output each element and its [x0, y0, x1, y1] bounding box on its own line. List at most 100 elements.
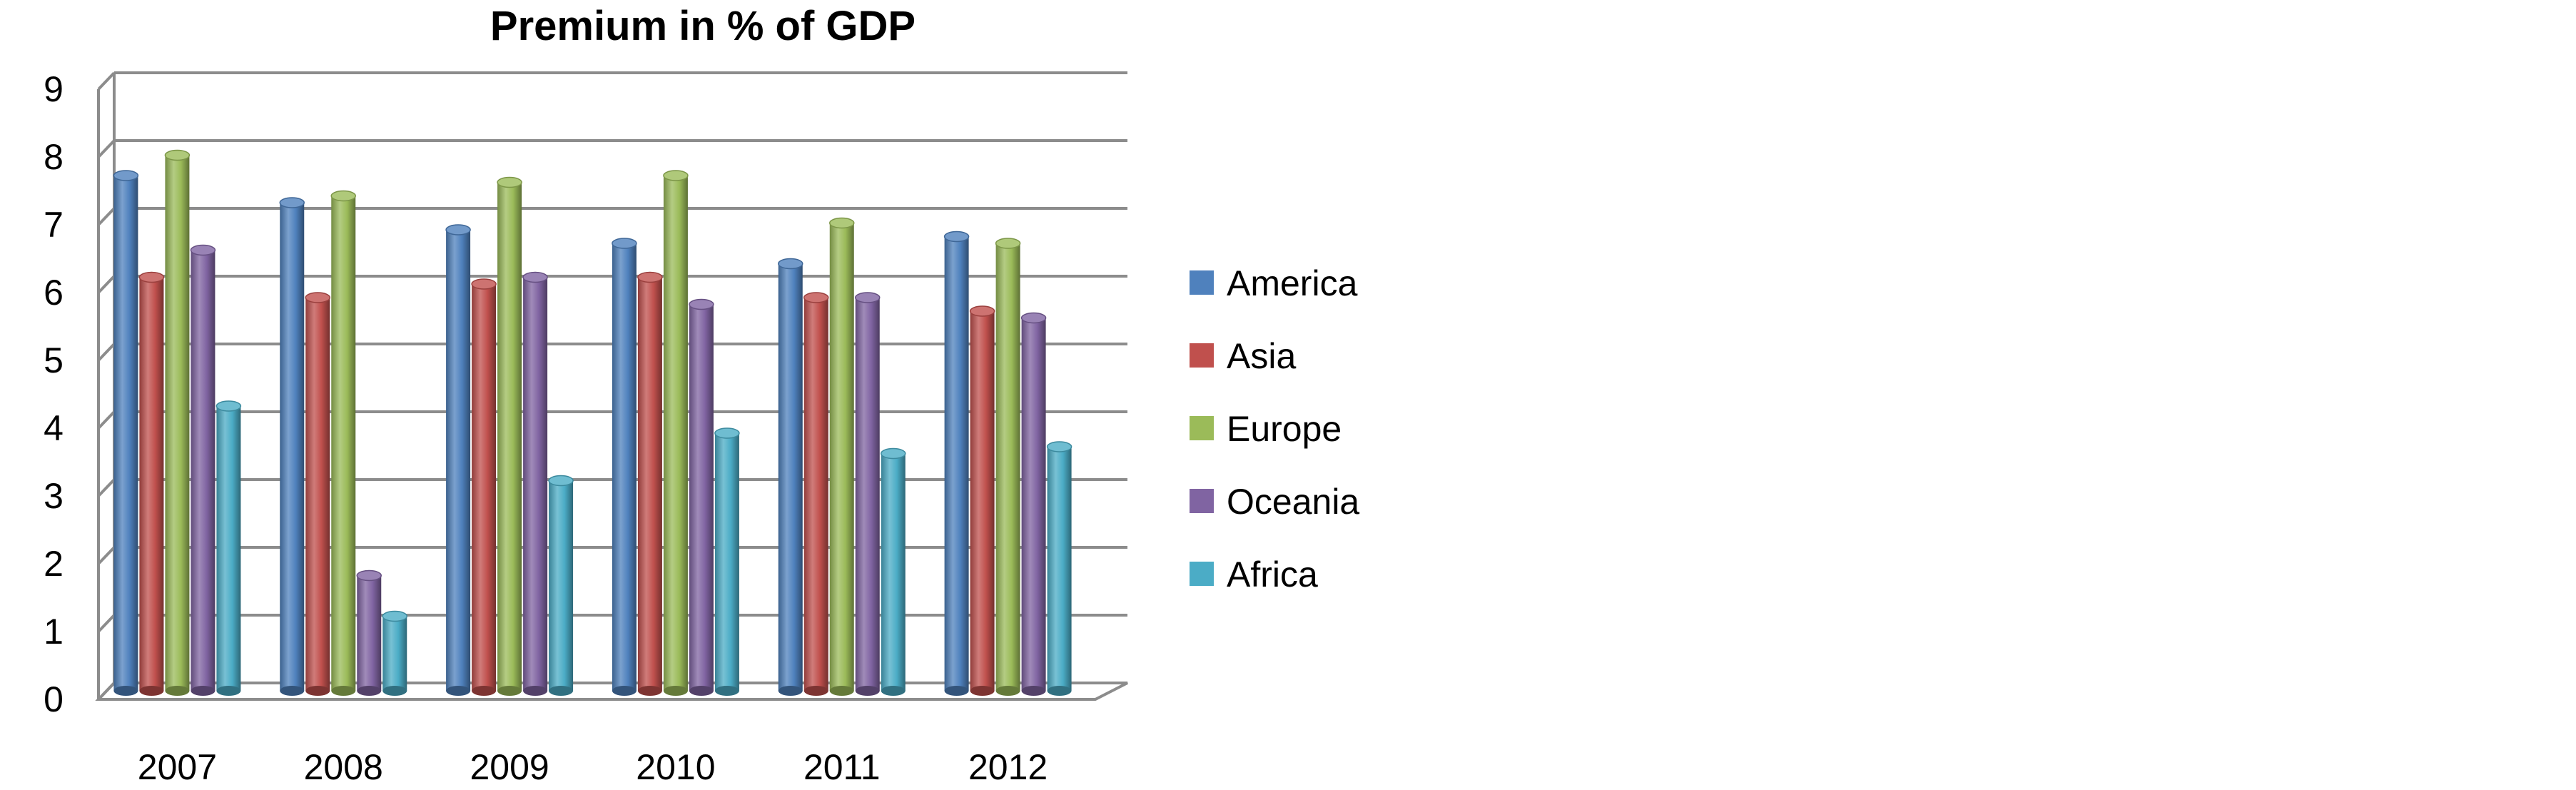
bar-top	[995, 238, 1021, 249]
bar-top	[612, 238, 637, 249]
bar-asia-2007	[138, 271, 165, 696]
bar-body	[382, 616, 407, 691]
bar-top	[445, 224, 471, 236]
bar-africa-2008	[382, 610, 407, 696]
bar-oceania-2007	[190, 244, 216, 696]
bar-base	[446, 686, 471, 696]
legend-item-europe: Europe	[1190, 409, 1342, 449]
bar-body	[191, 250, 215, 691]
bar-oceania-2010	[689, 298, 714, 696]
bar-body	[446, 230, 471, 691]
bar-base	[280, 686, 305, 696]
bar-africa-2009	[548, 475, 574, 696]
bar-base	[1047, 686, 1072, 696]
x-tick-label: 2012	[968, 747, 1048, 787]
bar-top	[969, 305, 995, 317]
bar-body	[472, 284, 497, 691]
bar-base	[778, 686, 803, 696]
gridline-side	[97, 546, 116, 565]
legend-item-asia: Asia	[1190, 336, 1296, 376]
bar-body	[612, 243, 637, 691]
legend-swatch	[1190, 270, 1214, 295]
bar-body	[165, 155, 190, 691]
bar-base	[803, 686, 828, 696]
bar-top	[663, 170, 689, 181]
bar-body	[714, 433, 739, 691]
bar-base	[612, 686, 637, 696]
bar-base	[497, 686, 522, 696]
bar-top	[881, 447, 906, 460]
bar-america-2009	[445, 224, 471, 696]
x-tick-label: 2008	[304, 747, 383, 787]
bar-top	[548, 475, 574, 487]
bar-base	[663, 686, 688, 696]
y-tick-label: 1	[44, 612, 64, 652]
y-tick-label: 2	[44, 544, 64, 584]
bar-body	[663, 176, 688, 691]
bar-body	[357, 575, 382, 691]
bar-base	[689, 686, 714, 696]
gridline-side	[97, 614, 116, 633]
legend-item-america: America	[1190, 263, 1358, 303]
bar-top	[382, 610, 407, 622]
bar-top	[829, 217, 855, 229]
gridline-side	[97, 207, 116, 226]
bar-base	[970, 686, 995, 696]
bar-top	[113, 170, 139, 181]
bar-base	[191, 686, 215, 696]
legend-swatch	[1190, 416, 1214, 440]
bar-base	[881, 686, 906, 696]
bar-base	[523, 686, 548, 696]
bar-base	[113, 686, 138, 696]
bar-body	[280, 203, 305, 691]
bar-europe-2011	[829, 217, 855, 696]
bar-body	[689, 304, 714, 691]
bar-body	[829, 223, 854, 691]
bar-top	[279, 197, 305, 208]
bar-body	[305, 298, 330, 691]
legend-label: Oceania	[1227, 482, 1359, 522]
y-tick-label: 5	[44, 340, 64, 380]
bar-base	[855, 686, 880, 696]
bar-africa-2007	[215, 400, 242, 696]
bar-base	[829, 686, 854, 696]
bar-body	[881, 453, 906, 691]
bar-africa-2011	[881, 447, 906, 696]
y-tick-label: 3	[44, 476, 64, 516]
bar-base	[714, 686, 739, 696]
bar-america-2012	[943, 231, 970, 696]
gridline-side	[97, 275, 116, 294]
legend-item-oceania: Oceania	[1190, 482, 1359, 522]
bar-body	[803, 298, 828, 691]
bar-europe-2007	[164, 149, 191, 696]
bar-body	[216, 406, 241, 691]
bar-base	[216, 686, 241, 696]
bar-top	[1046, 441, 1073, 452]
bar-body	[855, 298, 880, 691]
x-tick-label: 2009	[470, 747, 549, 787]
bar-body	[778, 263, 803, 691]
bar-body	[970, 311, 995, 691]
bar-body	[139, 277, 164, 691]
bar-top	[305, 292, 330, 303]
bar-base	[382, 686, 407, 696]
bar-top	[138, 271, 165, 283]
bar-body	[497, 182, 522, 691]
bar-body	[113, 176, 138, 691]
gridline-side	[97, 478, 116, 497]
bar-body	[637, 277, 662, 691]
legend-label: Asia	[1227, 336, 1296, 376]
bar-europe-2012	[995, 238, 1021, 696]
bar-base	[944, 686, 969, 696]
gridline-side	[97, 410, 116, 430]
legend-swatch	[1190, 562, 1214, 586]
bar-europe-2009	[497, 176, 522, 696]
bar-body	[1047, 447, 1072, 691]
bar-oceania-2008	[356, 569, 382, 696]
bar-asia-2008	[305, 292, 330, 696]
bar-asia-2011	[803, 292, 829, 696]
legend-label: Europe	[1227, 409, 1342, 449]
chart-title: Premium in % of GDP	[490, 3, 916, 49]
bar-body	[995, 243, 1020, 691]
y-tick-label: 6	[44, 273, 64, 313]
